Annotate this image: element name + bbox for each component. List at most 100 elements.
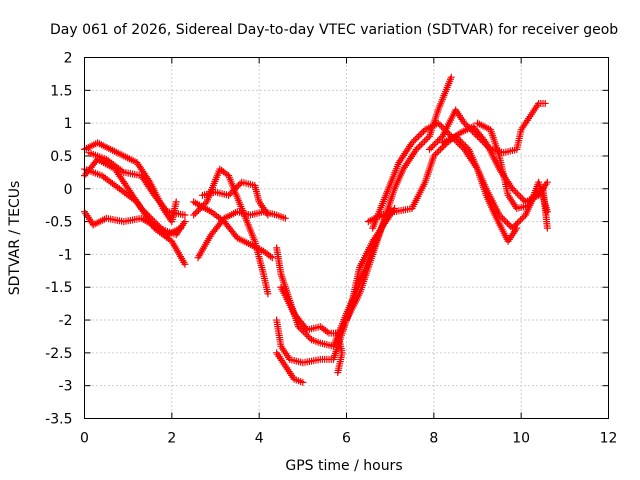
data-points — [81, 73, 551, 386]
data-point — [508, 224, 516, 232]
data-point — [434, 137, 442, 145]
data-point — [482, 140, 490, 148]
data-point — [147, 214, 155, 222]
data-point — [181, 211, 189, 219]
data-point — [437, 122, 445, 130]
data-point — [281, 214, 289, 222]
data-point — [435, 136, 443, 144]
data-point — [469, 127, 477, 135]
data-point — [410, 137, 418, 145]
data-point — [517, 216, 525, 224]
chart-title: Day 061 of 2026, Sidereal Day-to-day VTE… — [50, 22, 618, 38]
series-track-7 — [194, 208, 289, 262]
data-point — [195, 206, 203, 214]
data-point — [416, 142, 424, 150]
y-tick-labels: -3.5 -3 -2.5 -2 -1.5 -1 -0.5 0 0.5 1 1.5 2 — [45, 51, 72, 428]
data-point — [440, 142, 448, 150]
data-point — [228, 188, 236, 196]
data-point — [452, 132, 460, 140]
data-point — [177, 224, 185, 232]
data-point — [264, 211, 272, 219]
data-point — [425, 145, 433, 153]
series-track-13 — [277, 283, 346, 377]
data-point — [500, 216, 508, 224]
data-point — [517, 193, 525, 201]
data-point — [513, 219, 521, 227]
data-point — [518, 195, 526, 203]
data-point — [510, 223, 518, 231]
y-tick-label: 2 — [64, 51, 73, 67]
series-track-12 — [273, 349, 307, 386]
data-point — [155, 223, 163, 231]
data-point — [416, 131, 424, 139]
series-track-8 — [190, 198, 276, 262]
data-point — [453, 134, 461, 142]
data-point — [190, 211, 198, 219]
data-point — [304, 332, 312, 340]
data-point — [541, 99, 549, 107]
y-tick-label: -1 — [59, 247, 73, 263]
data-point — [231, 185, 239, 193]
data-point — [512, 221, 520, 229]
data-point — [504, 219, 512, 227]
y-tick-label: 1.5 — [50, 83, 72, 99]
data-point — [408, 139, 416, 147]
y-tick-label: 0 — [64, 182, 73, 198]
data-point — [431, 150, 439, 158]
data-point — [139, 206, 147, 214]
y-axis-title: SDTVAR / TECUs — [7, 181, 23, 296]
data-point — [462, 121, 470, 129]
data-point — [447, 73, 455, 81]
data-point — [436, 145, 444, 153]
data-point — [193, 208, 201, 216]
data-point — [518, 214, 526, 222]
y-tick-label: -2 — [59, 313, 73, 329]
data-point — [436, 121, 444, 129]
data-point — [157, 224, 165, 232]
series-track-5 — [85, 149, 189, 219]
data-point — [191, 209, 199, 217]
data-point — [306, 334, 314, 342]
x-tick-label: 10 — [512, 431, 530, 447]
data-point — [510, 186, 518, 194]
y-tick-label: -1.5 — [45, 280, 72, 296]
data-point — [430, 140, 438, 148]
y-tick-label: 0.5 — [50, 149, 72, 165]
data-point — [465, 124, 473, 132]
data-point — [467, 126, 475, 134]
x-tick-label: 2 — [167, 431, 176, 447]
data-point — [478, 137, 486, 145]
data-point — [470, 129, 478, 137]
data-point — [414, 144, 422, 152]
data-point — [144, 211, 152, 219]
data-point — [152, 219, 160, 227]
data-point — [475, 134, 483, 142]
data-point — [150, 218, 158, 226]
data-point — [435, 147, 443, 155]
y-tick-label: -3.5 — [45, 412, 72, 428]
data-point — [141, 208, 149, 216]
series-track-17 — [425, 99, 549, 157]
data-point — [460, 119, 468, 127]
data-point — [455, 136, 463, 144]
data-point — [480, 139, 488, 147]
data-point — [412, 145, 420, 153]
data-point — [458, 139, 466, 147]
series-track-19 — [474, 119, 551, 216]
data-point — [485, 144, 493, 152]
data-point — [149, 216, 157, 224]
y-tick-label: 1 — [64, 116, 73, 132]
data-point — [299, 378, 307, 386]
data-point — [413, 134, 421, 142]
data-point — [434, 119, 442, 127]
data-point — [472, 131, 480, 139]
data-point — [181, 260, 189, 268]
data-point — [264, 290, 272, 298]
data-point — [137, 204, 145, 212]
data-point — [463, 144, 471, 152]
data-point — [160, 227, 168, 235]
data-point — [460, 140, 468, 148]
x-tick-label: 4 — [255, 431, 264, 447]
data-point — [429, 142, 437, 150]
data-point — [430, 152, 438, 160]
